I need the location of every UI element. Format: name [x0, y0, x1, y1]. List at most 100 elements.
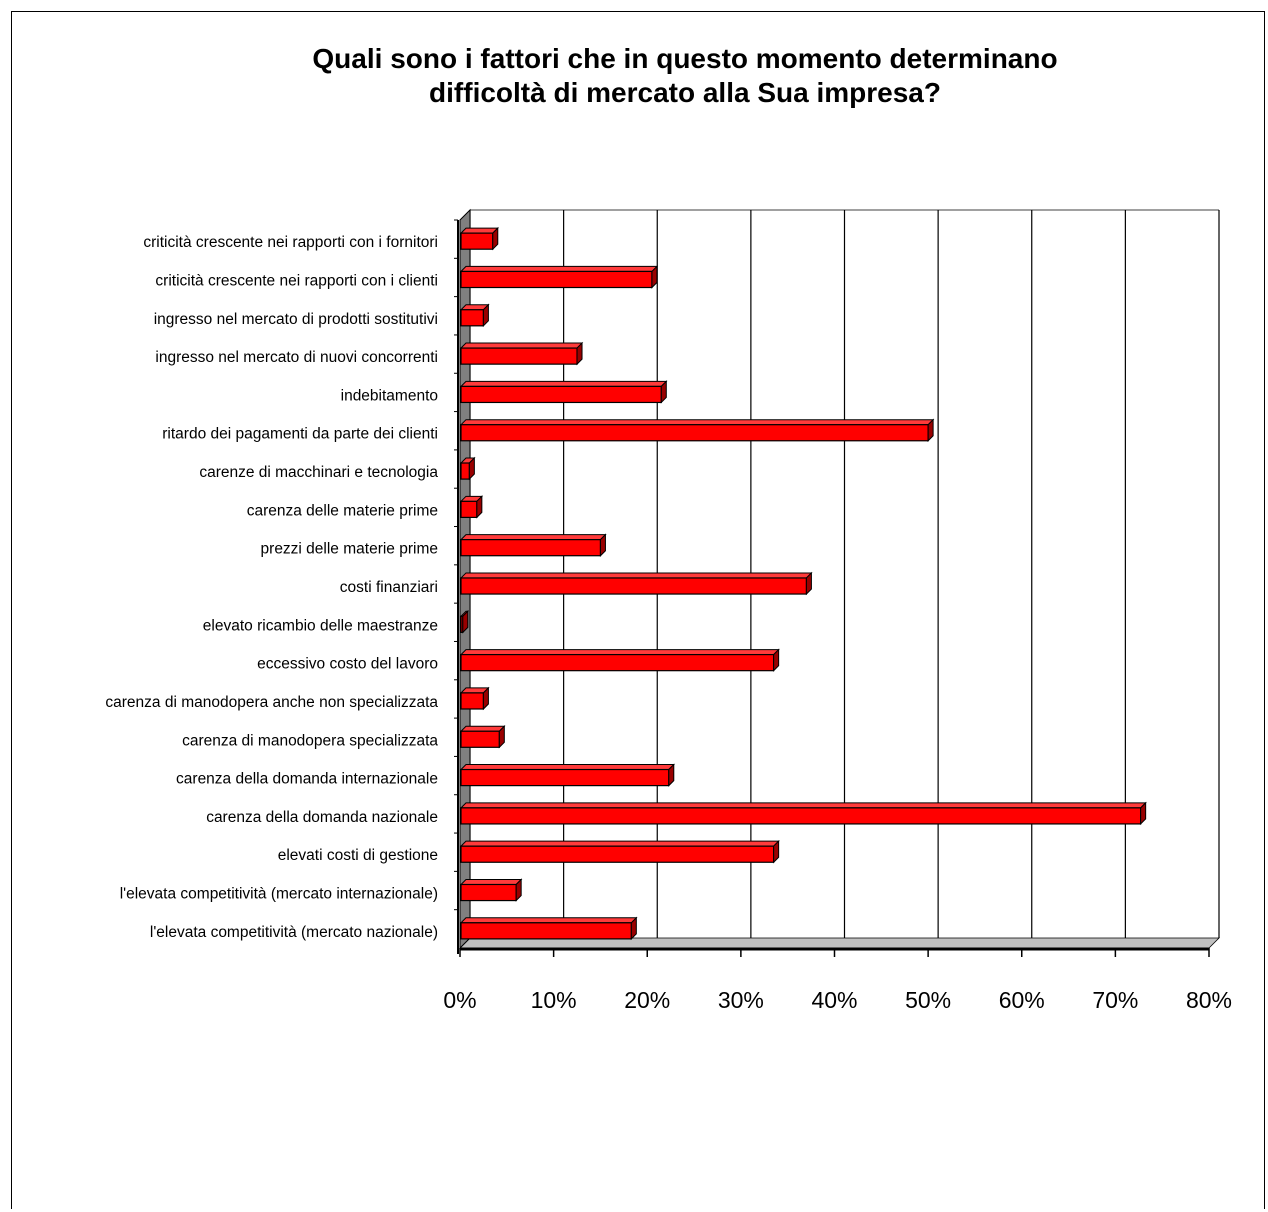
bar-front-face [460, 730, 500, 748]
bar-top-face [459, 265, 659, 272]
bar-side-face [668, 763, 675, 787]
bar-top-face [459, 802, 1147, 809]
category-label: elevato ricambio delle maestranze [203, 617, 438, 634]
bar-side-face [476, 495, 483, 519]
category-label: ritardo dei pagamenti da parte dei clien… [162, 426, 438, 443]
bar-front-face [460, 500, 478, 519]
bar [459, 725, 506, 749]
bar-top-face [459, 725, 506, 732]
x-tick-label: 30% [718, 987, 764, 1013]
bar [459, 878, 523, 902]
bar-front-face [460, 883, 517, 902]
bar-side-face [773, 648, 780, 672]
category-label: carenza delle materie prime [247, 502, 438, 519]
bar-top-face [459, 878, 523, 885]
bar-front-face [460, 347, 578, 365]
category-label: costi finanziari [340, 579, 438, 596]
bar [459, 418, 935, 442]
bar-front-face [460, 424, 929, 442]
category-label: eccessivo costo del lavoro [257, 656, 438, 673]
bar-side-face [498, 725, 505, 749]
category-label: carenza di manodopera anche non speciali… [105, 694, 438, 711]
bar [459, 265, 659, 289]
bar [459, 380, 668, 404]
bar-front-face [460, 462, 470, 480]
bar [459, 226, 499, 251]
bar-top-face [459, 419, 935, 426]
bar-side-face [468, 456, 475, 481]
category-label: indebitamento [341, 387, 438, 404]
chart-title-line-2: difficoltà di mercato alla Sua impresa? [429, 77, 941, 108]
bar-front-face [460, 692, 485, 710]
category-label: ingresso nel mercato di prodotti sostitu… [154, 311, 438, 328]
bar [459, 648, 780, 672]
bar-front-face [460, 539, 602, 557]
bar-side-face [599, 533, 606, 557]
bar-side-face [927, 418, 934, 442]
bar [459, 495, 484, 519]
bar [459, 839, 780, 864]
bar-front-face [460, 385, 662, 404]
bar-side-face [492, 226, 499, 251]
bar-side-face [805, 571, 812, 596]
category-label: carenza di manodopera specializzata [182, 732, 438, 749]
bar-top-face [459, 649, 780, 656]
bar-front-face [460, 653, 775, 672]
bar-side-face [462, 610, 469, 634]
bar-top-face [459, 764, 675, 771]
x-tick-label: 40% [811, 987, 857, 1013]
bar-front-face [460, 845, 775, 863]
bar-front-face [460, 577, 808, 595]
bar-front-face [460, 768, 670, 787]
category-label: elevati costi di gestione [278, 847, 438, 864]
bar-front-face [460, 232, 494, 250]
bar [459, 686, 490, 711]
bar [459, 610, 470, 634]
bar-side-face [482, 303, 489, 328]
x-tick-label: 10% [531, 987, 577, 1013]
bar-front-face [460, 309, 485, 327]
chart-title-line-1: Quali sono i fattori che in questo momen… [312, 43, 1058, 74]
category-label: carenza della domanda internazionale [176, 771, 438, 788]
category-label: ingresso nel mercato di nuovi concorrent… [155, 349, 438, 366]
bar-front-face [460, 922, 632, 940]
x-tick-label: 0% [443, 987, 476, 1013]
category-label: carenze di macchinari e tecnologia [199, 464, 438, 481]
bar [459, 456, 476, 481]
x-tick-label: 20% [624, 987, 670, 1013]
bar [459, 801, 1147, 826]
floor [459, 937, 1220, 949]
bar [459, 303, 490, 328]
bar-side-face [630, 916, 637, 941]
bar-top-face [459, 534, 607, 541]
bar [459, 916, 638, 941]
bar-side-face [1140, 801, 1147, 826]
category-label: l'elevata competitività (mercato naziona… [150, 924, 438, 941]
bar [459, 341, 584, 366]
chart-frame [11, 11, 1265, 1209]
x-tick-label: 60% [999, 987, 1045, 1013]
bar-front-face [460, 270, 653, 289]
bar-side-face [576, 341, 583, 366]
bar-top-face [459, 227, 499, 234]
category-label: criticità crescente nei rapporti con i c… [155, 272, 438, 289]
bar-top-face [459, 380, 668, 387]
bar-side-face [773, 839, 780, 864]
bar-side-face [660, 380, 667, 404]
bar-top-face [459, 342, 584, 349]
bar-top-face [459, 840, 780, 847]
bar-top-face [459, 917, 638, 924]
bar-side-face [515, 878, 522, 902]
x-tick-label: 50% [905, 987, 951, 1013]
x-tick-label: 70% [1092, 987, 1138, 1013]
x-tick-label: 80% [1186, 987, 1232, 1013]
category-label: criticità crescente nei rapporti con i f… [143, 234, 438, 251]
category-label: l'elevata competitività (mercato interna… [120, 886, 438, 903]
category-label: prezzi delle materie prime [261, 541, 438, 558]
bar [459, 571, 813, 596]
category-label: carenza della domanda nazionale [206, 809, 438, 826]
bar-side-face [482, 686, 489, 711]
chart-title: Quali sono i fattori che in questo momen… [0, 42, 1268, 110]
bar-front-face [460, 807, 1142, 825]
